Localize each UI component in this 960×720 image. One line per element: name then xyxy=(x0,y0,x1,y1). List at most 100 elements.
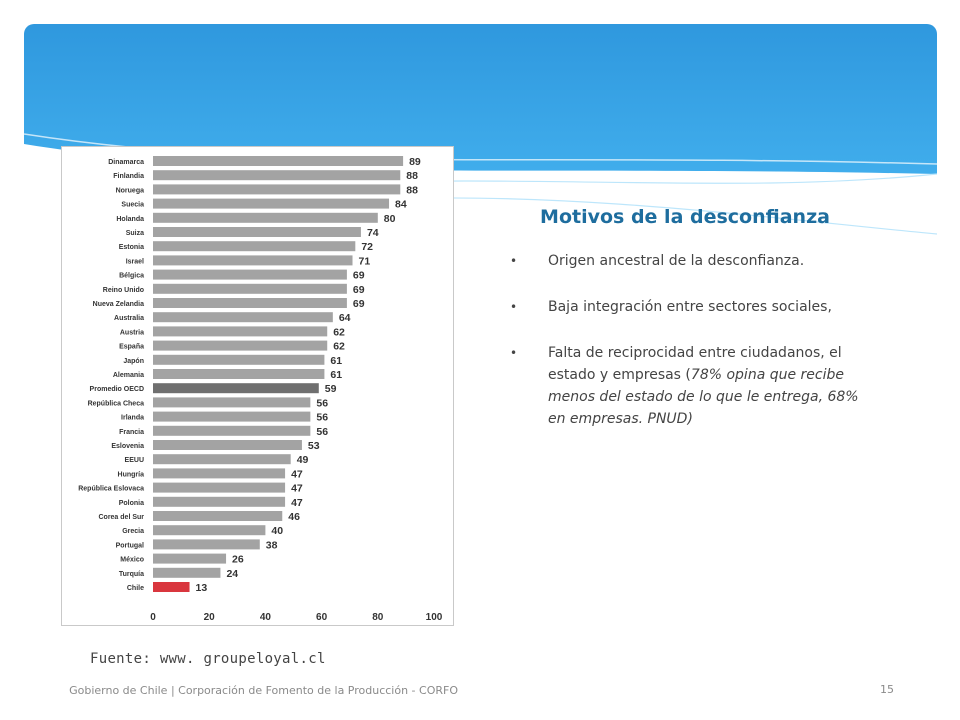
bar xyxy=(153,525,266,536)
bar xyxy=(153,156,404,166)
category-label: Dinamarca xyxy=(108,159,144,166)
bar xyxy=(153,283,347,294)
category-label: Hungría xyxy=(118,471,145,478)
category-label: Grecia xyxy=(122,528,144,535)
bar xyxy=(153,170,401,181)
value-label: 40 xyxy=(271,525,283,537)
x-tick-label: 100 xyxy=(426,612,443,623)
value-label: 56 xyxy=(316,412,328,424)
category-label: Eslovenia xyxy=(111,443,144,450)
bar xyxy=(153,468,286,479)
value-label: 61 xyxy=(330,355,342,367)
category-label: Australia xyxy=(114,315,144,322)
category-label: Alemania xyxy=(113,372,144,379)
bullet-dot-icon: • xyxy=(510,300,518,314)
category-label: Austria xyxy=(120,329,144,336)
x-tick-label: 0 xyxy=(150,612,156,623)
category-label: Estonia xyxy=(119,244,144,251)
category-label: Nueva Zelandia xyxy=(93,301,144,308)
category-label: Promedio OECD xyxy=(90,386,144,393)
bar xyxy=(153,511,283,521)
value-label: 62 xyxy=(333,341,345,353)
value-label: 56 xyxy=(316,397,328,409)
bullet-text: Origen ancestral de la desconfianza. xyxy=(548,253,805,269)
value-label: 88 xyxy=(406,170,418,182)
category-label: Japón xyxy=(123,358,144,365)
bullet-dot-icon: • xyxy=(510,254,518,268)
bar xyxy=(153,553,227,564)
bullet-text-italic: 78% opina que recibe menos del estado de… xyxy=(548,367,859,427)
bar xyxy=(153,326,328,337)
category-label: Corea del Sur xyxy=(98,514,144,521)
bar xyxy=(153,241,356,252)
source-note: Fuente: www. groupeloyal.cl xyxy=(90,651,326,667)
value-label: 74 xyxy=(367,227,379,239)
footer-organization: Gobierno de Chile | Corporación de Fomen… xyxy=(69,684,458,697)
category-label: Holanda xyxy=(116,216,144,223)
bullet-text: Falta de reciprocidad entre ciudadanos, … xyxy=(548,345,842,383)
chart-canvas: Dinamarca 89 Finlandia 88 Noruega 88 Suecia 84 H… xyxy=(78,156,443,623)
category-label: República Checa xyxy=(88,400,145,407)
bar xyxy=(153,354,325,365)
value-label: 62 xyxy=(333,326,345,338)
category-label: Polonia xyxy=(119,500,144,507)
category-label: Bélgica xyxy=(119,273,144,280)
value-label: 13 xyxy=(196,582,208,594)
category-label: Francia xyxy=(119,429,144,436)
bullet-item: • Baja integración entre sectores social… xyxy=(510,296,870,318)
value-label: 69 xyxy=(353,298,365,310)
category-label: Finlandia xyxy=(113,173,144,180)
bullet-text: Baja integración entre sectores sociales… xyxy=(548,299,832,315)
value-label: 64 xyxy=(339,312,351,324)
value-label: 69 xyxy=(353,284,365,296)
bar xyxy=(153,539,260,550)
bar xyxy=(153,298,347,308)
value-label: 71 xyxy=(359,255,371,267)
category-label: República Eslovaca xyxy=(78,486,144,493)
bar xyxy=(153,567,221,578)
value-label: 88 xyxy=(406,184,418,196)
x-tick-label: 80 xyxy=(372,612,384,623)
bar xyxy=(153,411,311,422)
value-label: 72 xyxy=(361,241,373,253)
category-label: EEUU xyxy=(125,457,144,464)
bar xyxy=(153,482,286,493)
value-label: 89 xyxy=(409,156,421,168)
bar xyxy=(153,582,190,592)
value-label: 46 xyxy=(288,511,300,523)
value-label: 47 xyxy=(291,483,303,495)
category-label: Suecia xyxy=(121,202,144,209)
bullet-item: • Origen ancestral de la desconfianza. xyxy=(510,250,870,272)
value-label: 69 xyxy=(353,270,365,282)
value-label: 24 xyxy=(226,568,238,580)
bar xyxy=(153,184,401,195)
category-label: Suiza xyxy=(126,230,144,237)
bullet-dot-icon: • xyxy=(510,346,518,360)
value-label: 47 xyxy=(291,468,303,480)
category-label: Israel xyxy=(126,258,144,265)
value-label: 59 xyxy=(325,383,337,395)
x-tick-label: 40 xyxy=(260,612,272,623)
category-label: Turquía xyxy=(119,571,144,578)
page-number: 15 xyxy=(880,683,894,696)
category-label: México xyxy=(120,557,144,564)
category-label: Irlanda xyxy=(121,415,144,422)
x-tick-label: 60 xyxy=(316,612,328,623)
bar xyxy=(153,198,390,209)
bar xyxy=(153,312,333,323)
trust-bar-chart: Dinamarca 89 Finlandia 88 Noruega 88 Suecia 84 H… xyxy=(61,146,454,626)
value-label: 84 xyxy=(395,199,407,211)
value-label: 61 xyxy=(330,369,342,381)
category-label: España xyxy=(119,344,144,351)
bar xyxy=(153,397,311,408)
bullet-list: • Origen ancestral de la desconfianza. •… xyxy=(510,250,870,454)
category-label: Chile xyxy=(127,585,144,592)
value-label: 47 xyxy=(291,497,303,509)
bar xyxy=(153,454,291,465)
bullet-item: • Falta de reciprocidad entre ciudadanos… xyxy=(510,342,870,430)
category-label: Portugal xyxy=(116,542,144,549)
value-label: 80 xyxy=(384,213,396,225)
bar xyxy=(153,383,319,394)
bar xyxy=(153,369,325,379)
value-label: 56 xyxy=(316,426,328,438)
